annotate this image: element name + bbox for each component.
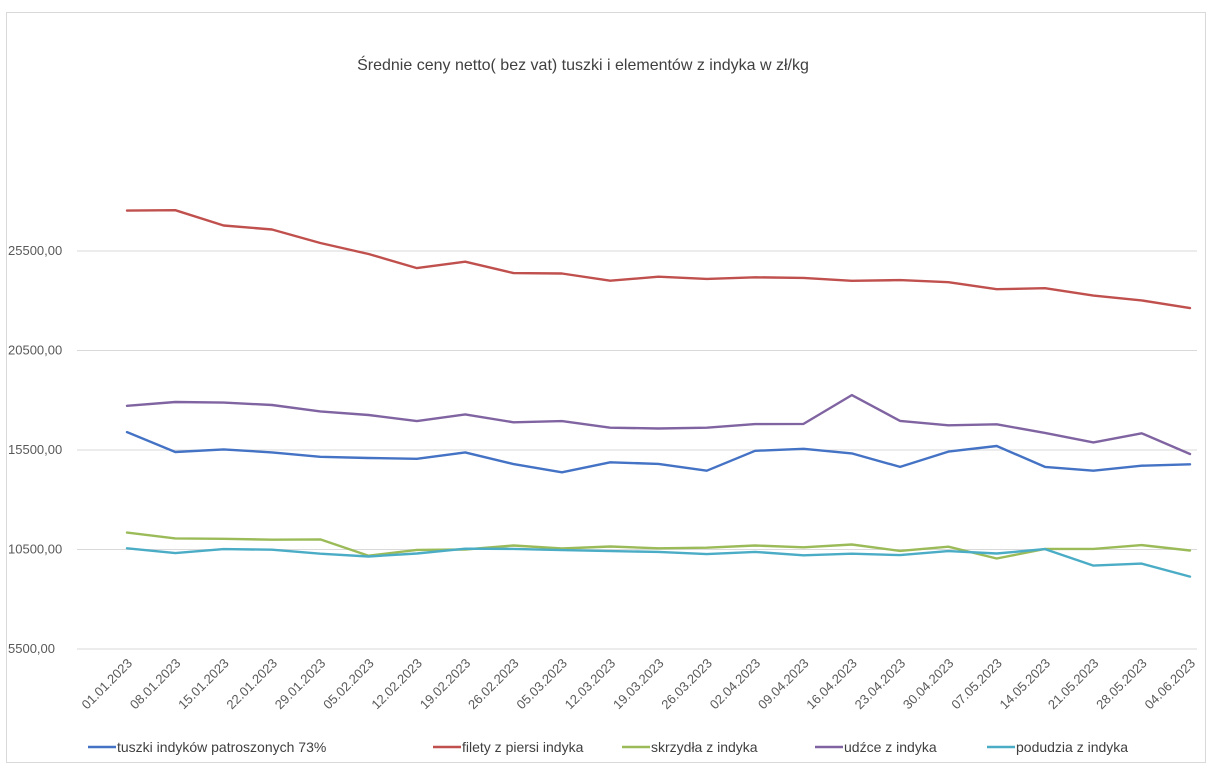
y-axis-ticks: 5500,00 10500,00 15500,00 20500,00 25500,00 — [8, 243, 62, 656]
series-line-5 — [125, 547, 1192, 578]
legend-label: tuszki indyków patroszonych 73% — [117, 739, 326, 755]
series-line-1 — [125, 430, 1192, 474]
y-tick-label: 20500,00 — [8, 343, 62, 358]
y-tick-label: 15500,00 — [8, 442, 62, 457]
y-tick-label: 10500,00 — [8, 542, 62, 557]
legend-label: podudzia z indyka — [1016, 739, 1128, 755]
series-line-4 — [125, 393, 1192, 456]
series-line-2 — [125, 208, 1192, 310]
legend-label: skrzydła z indyka — [651, 739, 758, 755]
chart-title: Średnie ceny netto( bez vat) tuszki i el… — [357, 55, 809, 74]
legend-label: filety z piersi indyka — [462, 739, 584, 755]
y-tick-label: 25500,00 — [8, 243, 62, 258]
legend-label: udźce z indyka — [844, 739, 937, 755]
series-lines — [125, 208, 1192, 578]
chart-border — [6, 12, 1206, 763]
series-line-3 — [125, 531, 1192, 560]
legend: tuszki indyków patroszonych 73% filety z … — [88, 739, 1128, 755]
y-tick-label: 5500,00 — [8, 641, 55, 656]
